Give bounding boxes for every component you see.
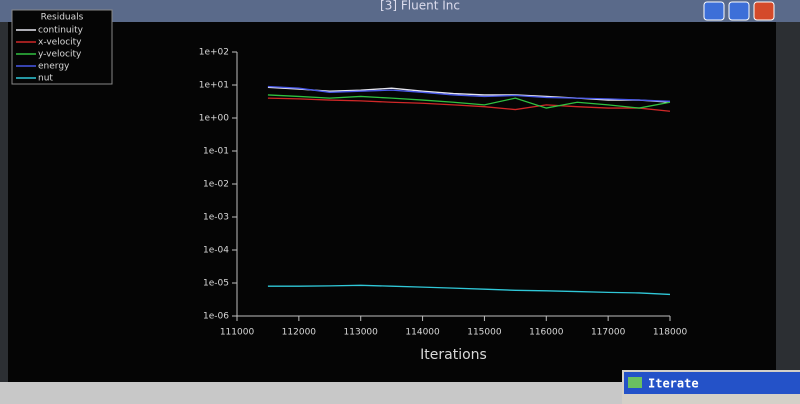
y-tick-label: 1e+01 <box>199 81 229 91</box>
y-tick-label: 1e-02 <box>203 180 229 190</box>
window-title: [3] Fluent Inc <box>380 0 460 13</box>
x-tick-label: 113000 <box>344 328 379 338</box>
x-tick-label: 116000 <box>529 328 564 338</box>
x-tick-label: 114000 <box>405 328 440 338</box>
legend-label: y-velocity <box>38 50 82 60</box>
x-tick-label: 111000 <box>220 328 255 338</box>
legend-title: Residuals <box>41 13 84 23</box>
legend-label: continuity <box>38 26 84 36</box>
minimize-button[interactable] <box>703 1 725 21</box>
x-tick-label: 118000 <box>653 328 688 338</box>
close-button[interactable] <box>753 1 775 21</box>
console-strip <box>0 382 800 404</box>
legend-label: nut <box>38 74 53 84</box>
y-tick-label: 1e-06 <box>203 312 229 322</box>
y-tick-label: 1e-05 <box>203 279 229 289</box>
title-bar <box>0 0 800 22</box>
legend-box <box>11 9 113 85</box>
x-axis-label: Iterations <box>420 347 487 363</box>
dialog-title: Iterate <box>648 377 699 391</box>
plot-window <box>8 22 776 382</box>
series-line <box>267 85 671 102</box>
y-tick-label: 1e-03 <box>203 213 229 223</box>
legend-label: x-velocity <box>38 38 82 48</box>
chart: 1e-06 1e-05 1e-04 1e-03 1e-02 1e-01 1e+00 1e+01… <box>11 9 688 363</box>
y-tick-label: 1e+00 <box>199 114 230 124</box>
x-tick-label: 115000 <box>467 328 502 338</box>
x-tick-label: 112000 <box>282 328 317 338</box>
series-line <box>267 86 671 103</box>
series-line <box>267 94 671 109</box>
x-tick-label: 117000 <box>591 328 626 338</box>
series-line <box>267 284 671 296</box>
legend-label: energy <box>38 62 70 72</box>
maximize-button[interactable] <box>728 1 750 21</box>
series-line <box>267 97 671 112</box>
y-tick-label: 1e-04 <box>203 246 229 256</box>
dialog-title-bar <box>624 372 800 394</box>
y-tick-label: 1e+02 <box>199 48 229 58</box>
y-tick-label: 1e-01 <box>203 147 229 157</box>
dialog-icon <box>628 377 642 388</box>
